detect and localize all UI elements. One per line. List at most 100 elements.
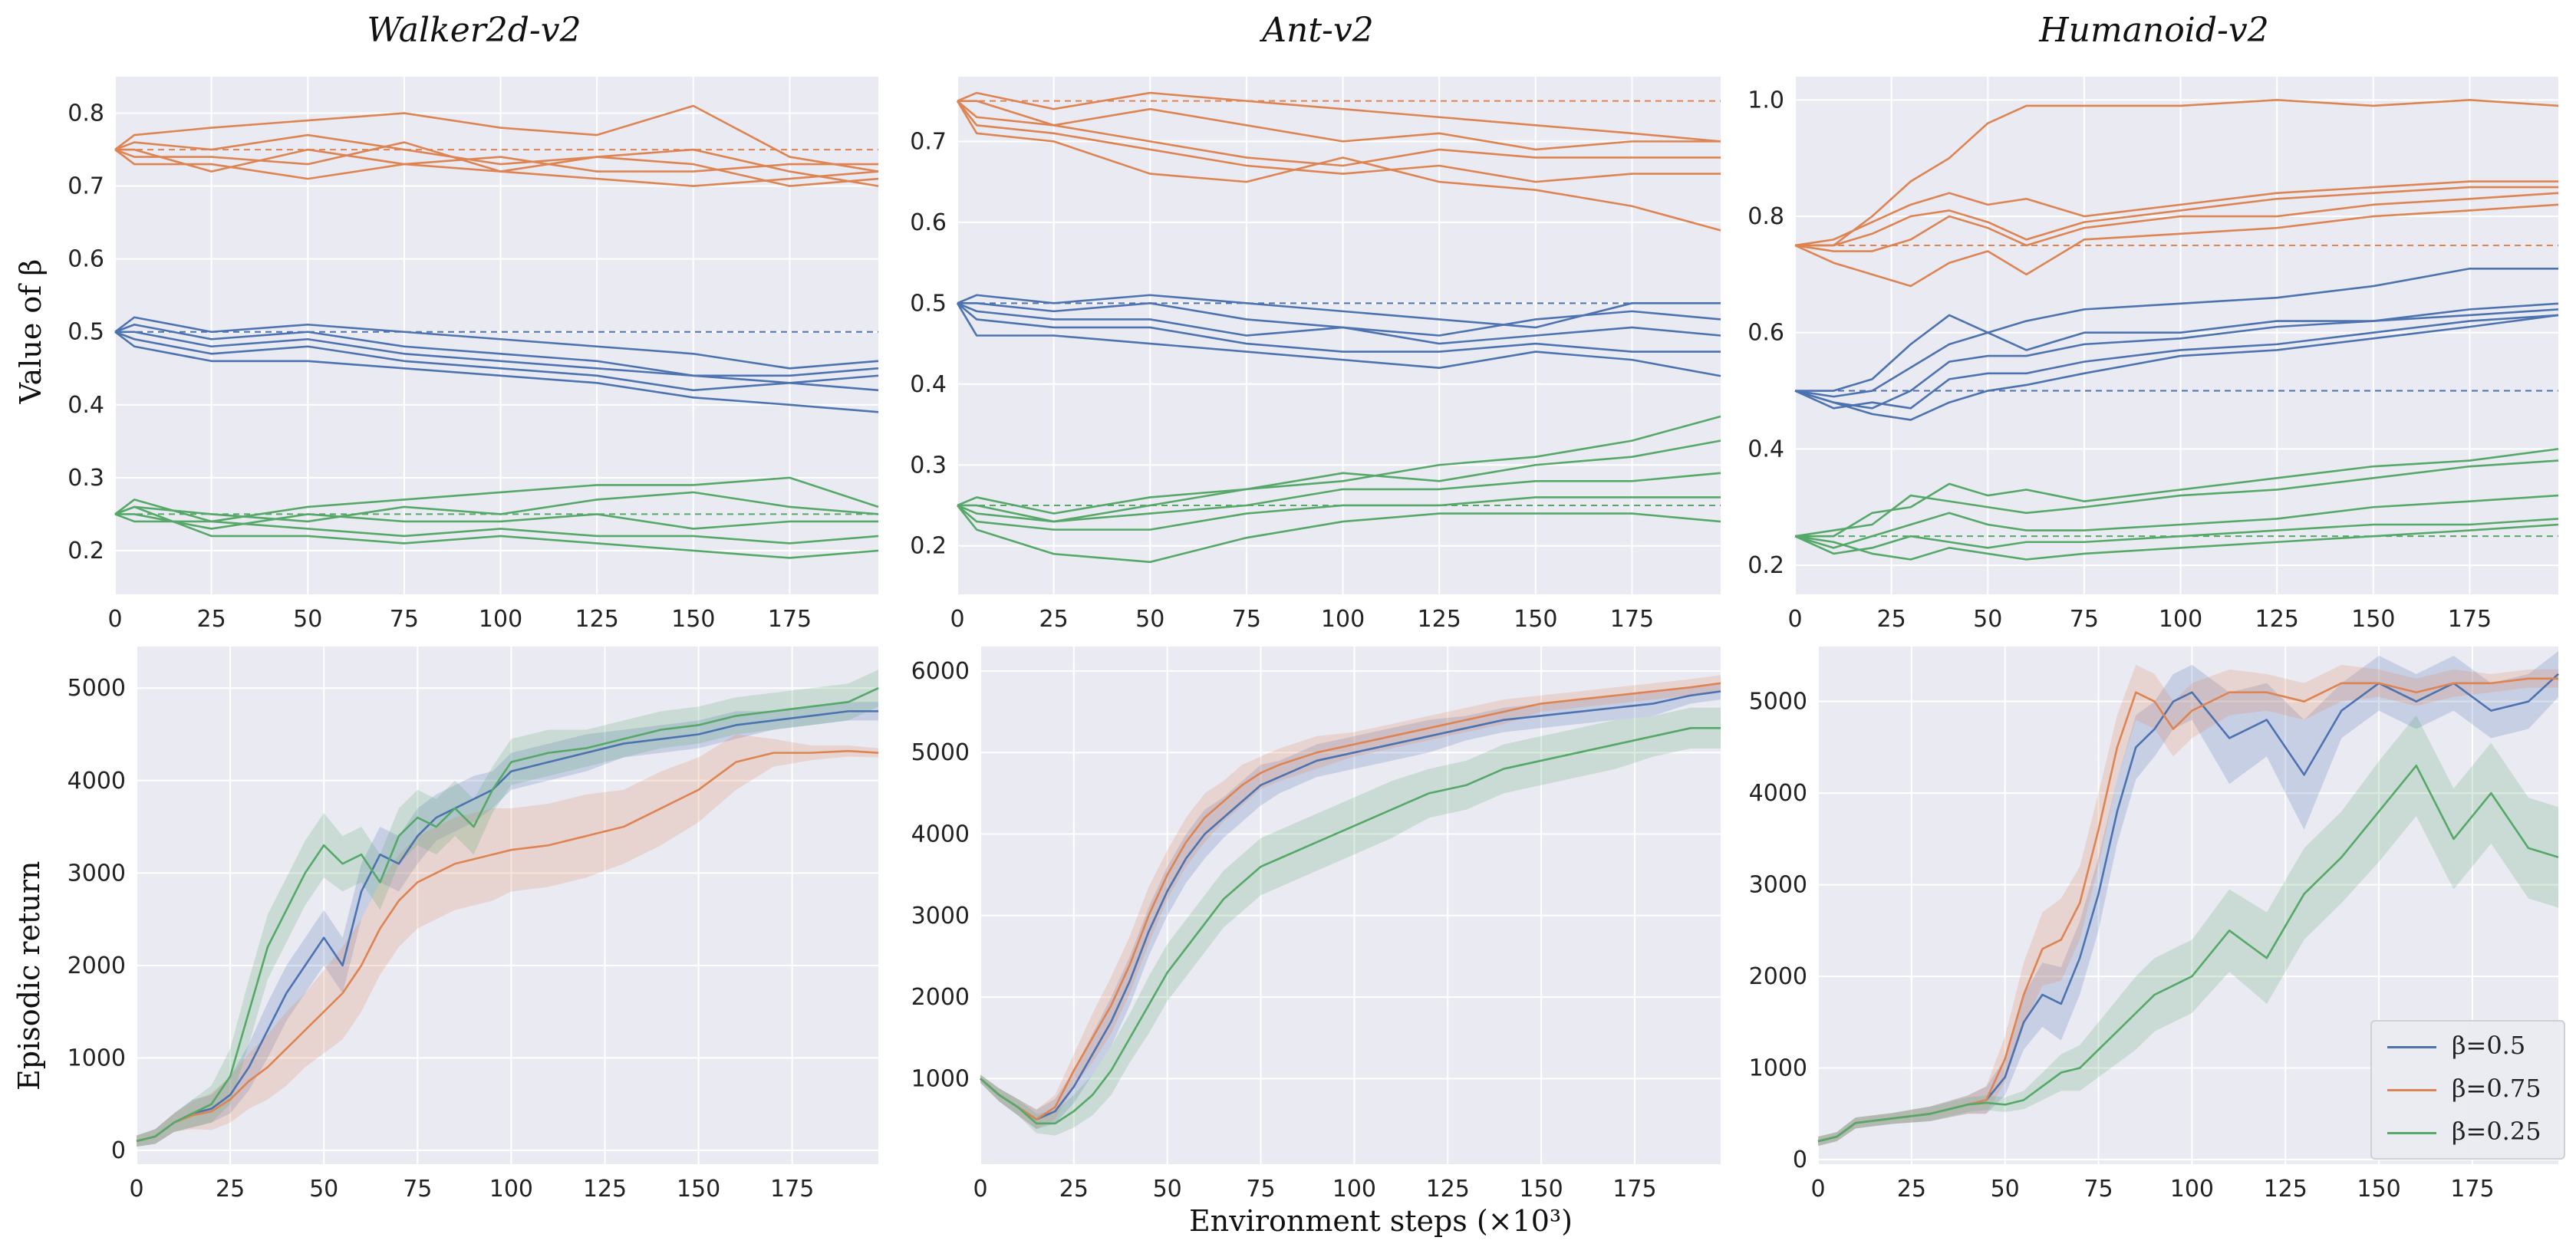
- title-walker2d: Walker2d-v2: [367, 11, 581, 50]
- x-tick-label: 0: [107, 606, 122, 633]
- confidence-band: [1818, 715, 2558, 1147]
- confidence-band: [137, 702, 878, 1147]
- x-tick-label: 125: [583, 1176, 627, 1203]
- series-line: [980, 682, 1721, 1120]
- x-tick-label: 50: [1973, 606, 2002, 633]
- series-line: [115, 331, 879, 392]
- y-tick-label: 0.7: [910, 128, 947, 155]
- x-tick-label: 150: [671, 606, 715, 633]
- series-line: [1794, 314, 2559, 410]
- series-line: [1817, 765, 2559, 1143]
- x-tick-label: 125: [575, 606, 619, 633]
- y-tick-label: 1000: [911, 1065, 970, 1092]
- x-tick-label: 25: [216, 1176, 245, 1203]
- series-line: [114, 505, 879, 559]
- x-tick-label: 0: [1787, 606, 1802, 633]
- y-tick-label: 1000: [1749, 1055, 1807, 1082]
- series-line: [1794, 180, 2558, 247]
- plot-background: [137, 647, 878, 1164]
- series-line: [957, 496, 1721, 531]
- x-tick-label: 150: [2357, 1176, 2400, 1203]
- series-line: [1794, 518, 2559, 555]
- title-humanoid: Humanoid-v2: [2039, 11, 2269, 50]
- series-line: [956, 302, 1721, 377]
- x-tick-label: 100: [1321, 606, 1365, 633]
- xlabel-steps: Environment steps (×10³): [1189, 1204, 1573, 1238]
- x-tick-label: 175: [770, 1176, 814, 1203]
- y-tick-label: 0.5: [910, 290, 947, 317]
- legend-label: β=0.5: [2452, 1031, 2526, 1060]
- y-tick-label: 0: [111, 1137, 126, 1164]
- x-tick-label: 50: [1991, 1176, 2020, 1203]
- y-tick-label: 4000: [68, 768, 126, 795]
- y-tick-label: 0.6: [910, 209, 947, 236]
- series-line: [1794, 314, 2559, 421]
- x-tick-label: 50: [1135, 606, 1164, 633]
- panel-1: 0 25 50 75 100 125 150 175 0.2 0.3 0.4 0.5 0.6 0.7: [910, 77, 1721, 633]
- series-line: [957, 91, 1721, 143]
- x-tick-label: 0: [950, 606, 964, 633]
- x-tick-label: 125: [2255, 606, 2299, 633]
- y-tick-label: 0.7: [68, 173, 104, 200]
- plot-background: [115, 77, 878, 594]
- y-tick-label: 1000: [68, 1045, 126, 1071]
- legend-item-beta-0.75: β=0.75: [2383, 1071, 2559, 1109]
- panel-2: 0 25 50 75 100 125 150 175 0.2 0.4 0.6 0.8 1.0: [1748, 77, 2559, 633]
- series-line: [1794, 203, 2559, 288]
- series-line: [1794, 523, 2559, 561]
- series-line: [957, 100, 1721, 151]
- x-tick-label: 0: [1810, 1176, 1825, 1203]
- x-tick-label: 175: [1610, 606, 1654, 633]
- series-line: [957, 302, 1721, 337]
- x-tick-label: 25: [1897, 1176, 1926, 1203]
- series-line: [956, 505, 1721, 564]
- series-line: [1794, 459, 2559, 538]
- x-tick-label: 150: [677, 1176, 720, 1203]
- series-line: [957, 302, 1721, 345]
- series-line: [980, 690, 1721, 1120]
- x-tick-label: 175: [2448, 606, 2492, 633]
- series-line: [957, 415, 1721, 515]
- x-tick-label: 25: [197, 606, 226, 633]
- series-line: [114, 331, 879, 392]
- y-tick-label: 4000: [1749, 780, 1807, 807]
- x-tick-label: 100: [2170, 1176, 2214, 1203]
- x-tick-label: 25: [1059, 1176, 1089, 1203]
- y-tick-label: 0.5: [68, 319, 104, 346]
- x-tick-label: 50: [309, 1176, 338, 1203]
- y-tick-label: 3000: [911, 903, 970, 930]
- series-line: [114, 141, 879, 187]
- series-line: [1794, 192, 2559, 252]
- x-tick-label: 0: [973, 1176, 987, 1203]
- series-line: [1794, 494, 2559, 549]
- y-tick-label: 6000: [911, 658, 970, 685]
- plot-background: [1795, 77, 2558, 594]
- panel-3: 0 25 50 75 100 125 150 175 0 1000 2000 3000 4000 5000: [68, 647, 879, 1203]
- x-tick-label: 100: [489, 1176, 533, 1203]
- x-tick-label: 25: [1039, 606, 1069, 633]
- y-tick-label: 0.4: [910, 371, 947, 398]
- x-tick-label: 75: [1232, 606, 1261, 633]
- legend-swatch-green: [2387, 1132, 2436, 1134]
- series-line: [957, 302, 1721, 353]
- panel-4: 0 25 50 75 100 125 150 175 1000 2000 3000 4000 5000 6…: [911, 647, 1721, 1203]
- title-ant: Ant-v2: [1262, 11, 1374, 50]
- series-line: [957, 439, 1721, 523]
- y-tick-label: 0.4: [68, 392, 104, 419]
- series-line: [1795, 186, 2558, 247]
- y-tick-label: 0.2: [68, 538, 104, 564]
- confidence-band: [980, 707, 1721, 1136]
- series-line: [957, 472, 1721, 523]
- legend-swatch-blue: [2387, 1046, 2436, 1048]
- y-tick-label: 5000: [1749, 689, 1807, 716]
- x-tick-label: 125: [1426, 1176, 1470, 1203]
- series-line: [1795, 448, 2559, 538]
- y-tick-label: 0.8: [68, 100, 104, 127]
- y-tick-label: 0.6: [1748, 320, 1784, 347]
- panel-5: 0 25 50 75 100 125 150 175 0 1000 2000 3000 4000 5000: [1749, 647, 2559, 1203]
- y-tick-label: 2000: [911, 984, 970, 1011]
- x-tick-label: 75: [1246, 1176, 1275, 1203]
- y-tick-label: 5000: [68, 675, 126, 702]
